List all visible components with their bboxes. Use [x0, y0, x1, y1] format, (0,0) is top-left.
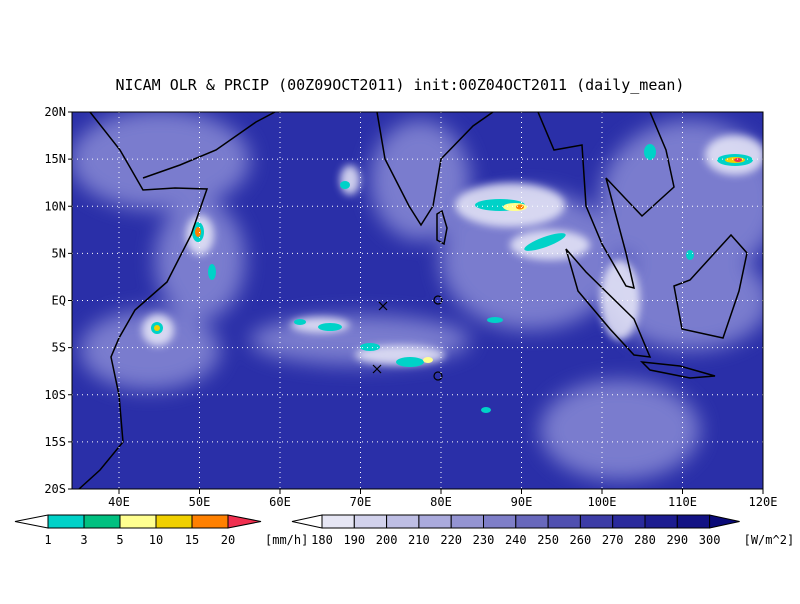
- colorbar-box: [676, 514, 711, 529]
- colorbar-box: [191, 514, 229, 529]
- colorbar-box: [353, 514, 388, 529]
- colorbar-label: 260: [570, 533, 592, 547]
- colorbar-triangle: [709, 514, 740, 529]
- colorbar-label: 3: [80, 533, 87, 547]
- colorbar-triangle: [291, 514, 323, 529]
- precip-cells: [151, 144, 753, 413]
- colorbar-label: 190: [343, 533, 365, 547]
- coastlines: [78, 112, 748, 489]
- colorbar-label: 300: [699, 533, 721, 547]
- colorbar-label: 1: [44, 533, 51, 547]
- lon-label: 100E: [588, 495, 617, 509]
- colorbar-box: [644, 514, 678, 529]
- lon-label: 70E: [350, 495, 372, 509]
- lon-label: 80E: [430, 495, 452, 509]
- colorbar: 1 3 5 10 15 20 [mm/h]: [14, 514, 308, 547]
- lon-label: 50E: [189, 495, 211, 509]
- colorbar-label: 15: [185, 533, 199, 547]
- colorbar-label: 20: [221, 533, 235, 547]
- colorbar-label: 220: [440, 533, 462, 547]
- colorbar-box: [83, 514, 121, 529]
- colorbar-label: 5: [116, 533, 123, 547]
- colorbar-box: [418, 514, 452, 529]
- colorbar-box: [450, 514, 485, 529]
- map-field: [72, 112, 763, 489]
- colorbar-label: 240: [505, 533, 527, 547]
- colorbar-box: [386, 514, 420, 529]
- colorbar-unit: [W/m^2]: [744, 533, 795, 547]
- lat-label: 10N: [44, 199, 66, 213]
- colorbar-triangle: [227, 514, 262, 529]
- lat-label: 5N: [52, 246, 66, 260]
- lon-label: 60E: [269, 495, 291, 509]
- title: NICAM OLR & PRCIP (00Z09OCT2011) init:00…: [116, 76, 685, 94]
- lat-label: 20S: [44, 482, 66, 496]
- lat-label: EQ: [52, 294, 66, 308]
- colorbar-label: 250: [537, 533, 559, 547]
- lon-label: 40E: [108, 495, 130, 509]
- colorbar-box: [515, 514, 549, 529]
- lon-label: 120E: [749, 495, 778, 509]
- colorbar-unit: [mm/h]: [265, 533, 308, 547]
- colorbar-box: [47, 514, 85, 529]
- colorbar-box: [155, 514, 193, 529]
- colorbar-box: [483, 514, 517, 529]
- colorbar-triangle: [14, 514, 49, 529]
- lat-label: 5S: [52, 341, 66, 355]
- colorbar-box: [547, 514, 581, 529]
- lat-label: 20N: [44, 105, 66, 119]
- colorbar-label: 270: [602, 533, 624, 547]
- colorbar-box: [612, 514, 646, 529]
- lon-label: 110E: [668, 495, 697, 509]
- lat-label: 15S: [44, 435, 66, 449]
- lat-label: 15N: [44, 152, 66, 166]
- colorbar-label: 180: [311, 533, 333, 547]
- colorbar-box: [579, 514, 614, 529]
- colorbar: 180 190 200 210 220 230 240 250 260 270 280 290 300 […: [291, 514, 795, 547]
- colorbar-label: 210: [408, 533, 430, 547]
- colorbar-label: 10: [149, 533, 163, 547]
- colorbar-label: 280: [634, 533, 656, 547]
- lat-label: 10S: [44, 388, 66, 402]
- colorbar-label: 230: [473, 533, 495, 547]
- colorbar-label: 290: [666, 533, 688, 547]
- colorbar-label: 200: [376, 533, 398, 547]
- lon-label: 90E: [511, 495, 533, 509]
- colorbar-box: [119, 514, 157, 529]
- colorbar-box: [321, 514, 355, 529]
